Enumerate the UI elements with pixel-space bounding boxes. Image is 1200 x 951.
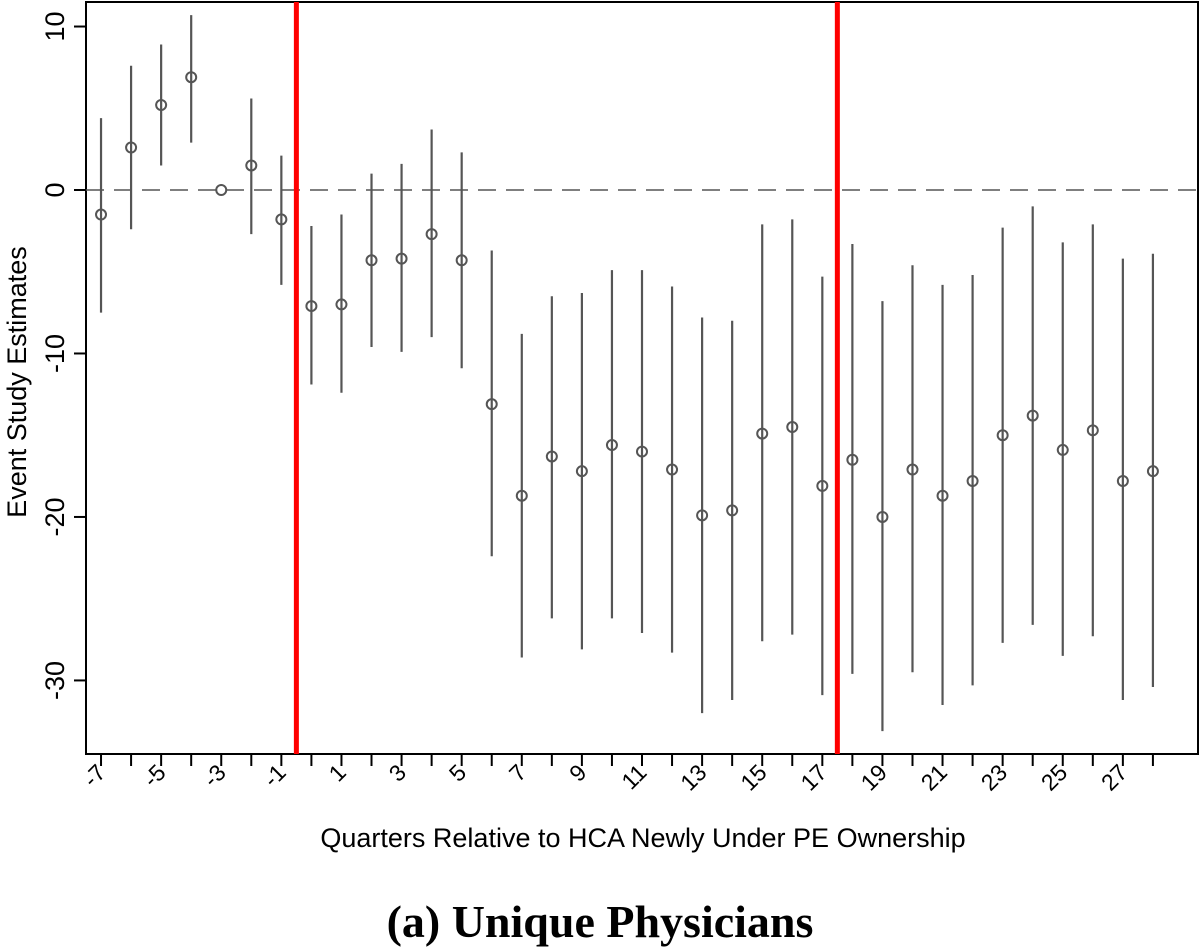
point-estimate (515, 489, 528, 502)
point-estimate (726, 504, 739, 517)
point-estimate (936, 489, 949, 502)
point-estimate (1116, 474, 1129, 487)
point-estimate (125, 141, 138, 154)
point-estimate (215, 184, 228, 196)
x-tick-label: 21 (916, 759, 952, 795)
point-estimate (155, 98, 168, 111)
point-estimate (1056, 443, 1069, 456)
point-estimate (245, 159, 258, 172)
point-estimate (696, 509, 709, 522)
point-estimate (605, 439, 618, 452)
point-estimate (575, 465, 588, 478)
x-tick-label: 15 (735, 759, 771, 795)
x-tick-label: 1 (324, 759, 351, 786)
point-estimate (305, 300, 318, 313)
point-estimate (666, 463, 679, 476)
point-estimate (365, 254, 378, 267)
point-estimate (485, 398, 498, 411)
point-estimate (876, 510, 889, 523)
figure-caption: (a) Unique Physicians (386, 896, 814, 947)
point-estimate (425, 228, 438, 241)
point-estimate (756, 427, 769, 440)
x-tick-label: 25 (1036, 759, 1072, 795)
x-tick-label: -3 (198, 759, 231, 792)
x-tick-label: 17 (795, 759, 831, 795)
x-tick-label: -5 (138, 759, 171, 792)
x-axis-title: Quarters Relative to HCA Newly Under PE … (320, 823, 965, 853)
point-estimate (1026, 409, 1039, 422)
x-tick-label: 5 (444, 759, 471, 786)
x-tick-label: 23 (976, 759, 1012, 795)
point-estimate (275, 213, 288, 226)
point-estimate (816, 479, 829, 492)
y-tick-label: -30 (40, 661, 70, 700)
y-tick-label: -20 (40, 497, 70, 536)
y-axis-title: Event Study Estimates (2, 246, 32, 518)
x-tick-label: 7 (504, 759, 531, 786)
point-estimate (786, 421, 799, 434)
point-estimate (636, 445, 648, 458)
x-tick-label: 3 (384, 759, 411, 786)
plot-layer: 100-10-20-30-7 -5 -3 -1 1 3 5 7 9 11 13 15 17 19 21 23 2… (40, 1, 1199, 796)
point-estimate (966, 474, 979, 487)
y-tick-label: 0 (40, 182, 70, 197)
x-tick-label: 9 (564, 759, 591, 786)
x-tick-label: -1 (258, 759, 291, 792)
y-tick-label: 10 (40, 11, 70, 41)
x-tick-label: 13 (675, 759, 711, 795)
point-estimate (95, 208, 108, 221)
x-tick-label: 19 (855, 759, 891, 795)
x-tick-label: -7 (78, 759, 111, 792)
point-estimate (846, 453, 859, 466)
point-estimate (906, 463, 919, 476)
x-tick-label: 27 (1096, 759, 1132, 795)
point-estimate (545, 450, 558, 463)
point-estimate (335, 298, 348, 311)
point-estimate (996, 429, 1009, 442)
y-tick-label: -10 (40, 334, 70, 373)
x-tick-label: 11 (616, 759, 651, 794)
point-estimate (455, 254, 468, 267)
point-estimate (185, 71, 198, 84)
point-estimate (1086, 424, 1099, 437)
point-estimate (395, 252, 408, 265)
point-estimate (1146, 465, 1159, 478)
